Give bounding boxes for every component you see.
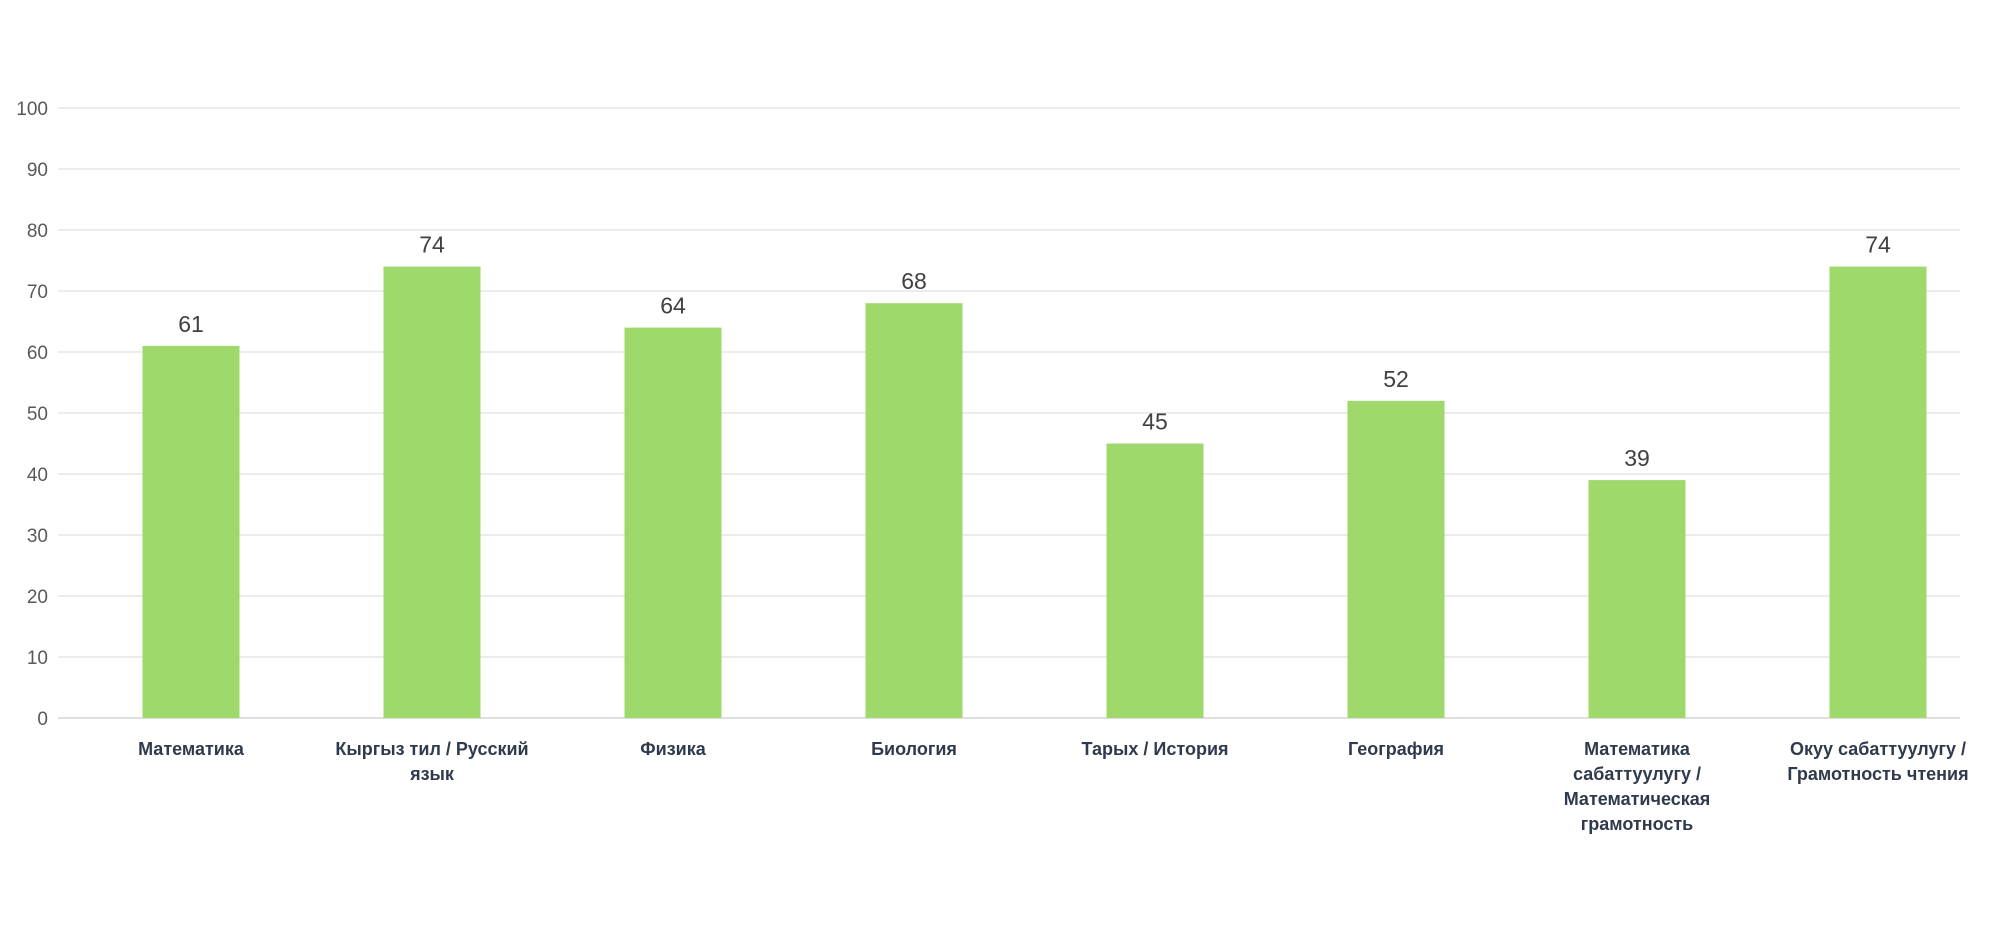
x-category-label-line: Биология	[871, 739, 957, 759]
x-category-label-line: Математика	[1584, 739, 1691, 759]
data-label: 61	[178, 311, 204, 337]
data-labels: 61 74 64 68 45 52 39 74	[178, 232, 1891, 472]
data-label: 74	[1865, 232, 1891, 258]
bar	[383, 266, 481, 718]
x-category-label-line: сабаттуулугу /	[1573, 764, 1701, 784]
data-label: 45	[1142, 409, 1168, 435]
y-tick-label: 60	[27, 343, 48, 364]
y-tick-label: 100	[16, 99, 48, 120]
gridlines	[58, 107, 1960, 719]
x-category-label-line: Грамотность чтения	[1787, 764, 1968, 784]
y-tick-label: 90	[27, 160, 48, 181]
data-label: 68	[901, 268, 927, 294]
data-label: 74	[419, 232, 445, 258]
x-category-label-line: Физика	[640, 739, 706, 759]
x-category-label: Окуу сабаттуулугу / Грамотность чтения	[1787, 739, 1968, 784]
y-tick-label: 40	[27, 465, 48, 486]
x-category-label: География	[1348, 739, 1444, 759]
x-category-label-line: язык	[409, 764, 455, 784]
bar	[142, 345, 240, 718]
x-category-label: Кыргыз тил / Русский язык	[335, 739, 528, 784]
bar	[624, 327, 722, 718]
x-category-label-line: География	[1348, 739, 1444, 759]
x-category-label-line: грамотность	[1581, 814, 1693, 834]
bar	[865, 303, 963, 718]
y-axis: 0 10 20 30 40 50 60 70 80 90 100	[16, 99, 48, 730]
y-tick-label: 50	[27, 404, 48, 425]
data-label: 39	[1624, 445, 1650, 471]
x-category-label-line: Окуу сабаттуулугу /	[1790, 739, 1966, 759]
x-category-label: Тарых / История	[1081, 739, 1228, 759]
bar	[1347, 400, 1445, 718]
y-tick-label: 70	[27, 282, 48, 303]
x-category-label: Биология	[871, 739, 957, 759]
y-tick-label: 20	[27, 587, 48, 608]
bar	[1588, 480, 1686, 718]
data-label: 52	[1383, 366, 1409, 392]
bar	[1106, 443, 1204, 718]
x-category-label: Математика	[138, 739, 245, 759]
x-category-label-line: Математическая	[1564, 789, 1711, 809]
y-tick-label: 10	[27, 648, 48, 669]
x-category-label-line: Кыргыз тил / Русский	[335, 739, 528, 759]
y-tick-label: 30	[27, 526, 48, 547]
bar	[1829, 266, 1927, 718]
x-category-label: Математика сабаттуулугу / Математическая гр…	[1564, 739, 1711, 834]
data-label: 64	[660, 293, 686, 319]
x-axis: Математика Кыргыз тил / Русский язык Физика…	[138, 739, 1969, 834]
bars	[142, 266, 1927, 718]
x-category-label-line: Математика	[138, 739, 245, 759]
x-category-label-line: Тарых / История	[1081, 739, 1228, 759]
y-tick-label: 0	[37, 709, 48, 730]
x-category-label: Физика	[640, 739, 706, 759]
y-tick-label: 80	[27, 221, 48, 242]
